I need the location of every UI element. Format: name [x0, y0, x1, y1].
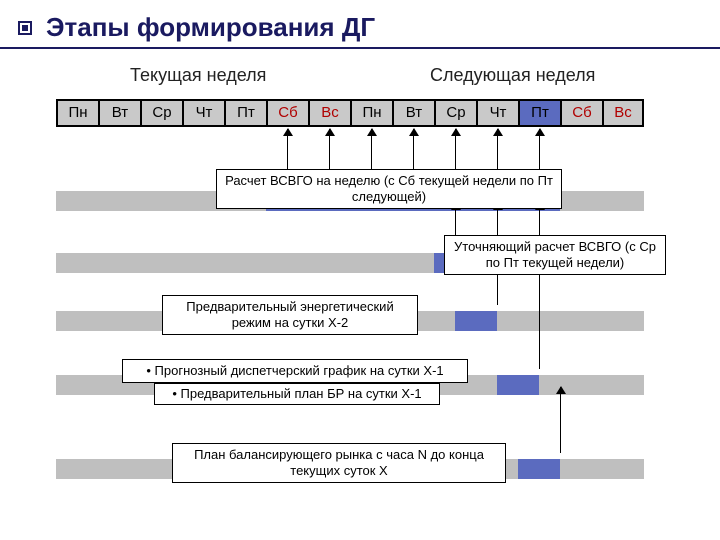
day-cell: Чт: [476, 101, 518, 125]
arrow-icon: [560, 387, 561, 453]
day-cell: Вт: [98, 101, 140, 125]
label-current-week: Текущая неделя: [130, 65, 266, 86]
day-cell: Чт: [182, 101, 224, 125]
title-bullet-icon: [18, 21, 32, 35]
diagram-stage: Текущая неделя Следующая неделя ПнВтСрЧт…: [0, 49, 720, 529]
day-cell: Ср: [140, 101, 182, 125]
day-cell: Сб: [266, 101, 308, 125]
info-box-b2: Уточняющий расчет ВСВГО (с Ср по Пт теку…: [444, 235, 666, 275]
highlight-segment: [455, 311, 497, 331]
day-cell: Ср: [434, 101, 476, 125]
label-next-week: Следующая неделя: [430, 65, 595, 86]
page-title: Этапы формирования ДГ: [46, 12, 375, 43]
day-cell: Сб: [560, 101, 602, 125]
title-bar: Этапы формирования ДГ: [0, 0, 720, 49]
day-cell: Пн: [56, 101, 98, 125]
info-box-b4a: • Прогнозный диспетчерский график на сут…: [122, 359, 468, 383]
day-cell: Пт: [518, 101, 560, 125]
day-cell: Вс: [308, 101, 350, 125]
day-cell: Вс: [602, 101, 644, 125]
info-box-b4b: • Предварительный план БР на сутки Х-1: [154, 383, 440, 405]
info-box-b5: План балансирующего рынка с часа N до ко…: [172, 443, 506, 483]
arrow-icon: [539, 265, 540, 369]
day-cell: Вт: [392, 101, 434, 125]
info-box-b1: Расчет ВСВГО на неделю (с Сб текущей нед…: [216, 169, 562, 209]
day-cell: Пт: [224, 101, 266, 125]
day-row: ПнВтСрЧтПтСбВсПнВтСрЧтПтСбВс: [56, 99, 644, 127]
highlight-segment: [518, 459, 560, 479]
day-cell: Пн: [350, 101, 392, 125]
info-box-b3: Предварительный энергетический режим на …: [162, 295, 418, 335]
highlight-segment: [497, 375, 539, 395]
